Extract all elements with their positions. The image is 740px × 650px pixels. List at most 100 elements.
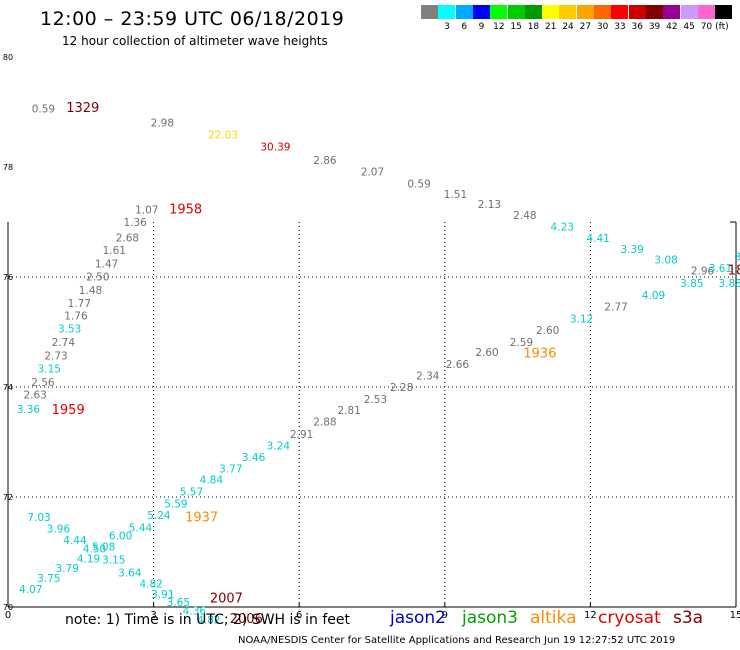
y-tick-label: 76 bbox=[3, 273, 13, 282]
color-scale-label: 45 bbox=[683, 22, 695, 32]
swh-value-label: 2.91 bbox=[290, 429, 313, 441]
swh-value-label: 4.23 bbox=[551, 221, 574, 233]
swh-value-label: 3.46 bbox=[242, 452, 266, 464]
x-tick-label: 9 bbox=[442, 610, 448, 621]
swh-value-label: 2.53 bbox=[364, 394, 387, 406]
swh-value-label: 2.63 bbox=[23, 390, 46, 402]
y-tick-label: 72 bbox=[3, 493, 13, 502]
swh-value-label: 2.98 bbox=[151, 117, 174, 129]
swh-value-label: 2.56 bbox=[31, 377, 55, 389]
color-swatch bbox=[524, 5, 542, 19]
swh-value-label: 4.50 bbox=[83, 544, 106, 556]
swh-value-label: 5.57 bbox=[180, 487, 203, 499]
swh-value-label: 3.08 bbox=[654, 254, 677, 266]
swh-value-label: 5.59 bbox=[164, 499, 187, 511]
swh-value-label: 1.51 bbox=[444, 189, 467, 201]
color-scale-label: 36 bbox=[631, 22, 643, 32]
swh-value-label: 3.61 bbox=[709, 263, 732, 275]
swh-value-label: 2.34 bbox=[416, 370, 440, 382]
swh-value-label: 7.03 bbox=[27, 512, 50, 524]
swh-value-label: 2.59 bbox=[510, 337, 533, 349]
pass-time-label: 18 bbox=[728, 263, 740, 278]
swh-value-label: 3.15 bbox=[102, 555, 125, 567]
color-swatch bbox=[542, 5, 560, 19]
swh-value-label: 22.03 bbox=[208, 130, 238, 142]
y-tick-label: 80 bbox=[3, 53, 13, 62]
swh-value-label: 3.96 bbox=[47, 523, 71, 535]
pass-time-label: 2006 bbox=[230, 612, 263, 627]
color-scale-unit: (ft) bbox=[715, 22, 729, 32]
swh-value-label: 4.41 bbox=[586, 233, 609, 245]
swh-value-label: 1.47 bbox=[95, 258, 118, 270]
x-tick-label: 6 bbox=[296, 610, 302, 621]
x-tick-label: 12 bbox=[584, 610, 597, 621]
color-scale-label: 70 bbox=[700, 22, 713, 32]
swh-value-label: 2.96 bbox=[691, 265, 715, 277]
swh-value-label: 3.36 bbox=[17, 404, 41, 416]
swh-value-label: 1.76 bbox=[64, 311, 88, 323]
swh-value-label: 2.48 bbox=[513, 210, 536, 222]
color-swatch bbox=[507, 5, 525, 19]
swh-value-label: 1.07 bbox=[135, 204, 158, 216]
pass-time-label: 1959 bbox=[52, 403, 85, 418]
swh-value-label: 2.28 bbox=[390, 382, 413, 394]
legend-jason3: jason3 bbox=[462, 608, 518, 628]
swh-value-label: 5.08 bbox=[92, 542, 115, 554]
color-swatch bbox=[594, 5, 611, 19]
x-tick-label: 15 bbox=[730, 610, 740, 621]
axes bbox=[7, 221, 737, 608]
swh-value-label: 3.15 bbox=[38, 363, 61, 375]
swh-value-label: 2.74 bbox=[52, 337, 76, 349]
swh-value-label: 30.39 bbox=[260, 142, 290, 154]
swh-value-label: 2.88 bbox=[313, 417, 336, 429]
x-tick-label: 3 bbox=[150, 610, 156, 621]
color-swatch bbox=[715, 5, 733, 19]
swh-value-label: 3.79 bbox=[56, 563, 79, 575]
swh-value-label: 3.75 bbox=[37, 573, 60, 585]
swh-value-label: 2.68 bbox=[116, 232, 139, 244]
grid-lines bbox=[8, 222, 736, 607]
color-swatch bbox=[559, 5, 577, 19]
color-swatch bbox=[472, 5, 490, 19]
swh-value-label: 3.88 bbox=[718, 278, 740, 290]
swh-value-label: 3.85 bbox=[680, 278, 703, 290]
swh-value-label: 2.60 bbox=[475, 347, 498, 359]
swh-value-label: 1.77 bbox=[68, 298, 91, 310]
legend-altika: altika bbox=[530, 608, 577, 628]
color-swatch bbox=[628, 5, 646, 19]
swh-value-label: 5.44 bbox=[129, 522, 153, 534]
footer-credit: NOAA/NESDIS Center for Satellite Applica… bbox=[238, 635, 676, 646]
swh-value-label: 4.09 bbox=[642, 290, 665, 302]
pass-time-label: 2007 bbox=[210, 592, 243, 607]
swh-value-label: 2.07 bbox=[361, 166, 384, 178]
pass-time-label: 1329 bbox=[66, 101, 99, 116]
color-scale-label: 21 bbox=[545, 22, 557, 32]
color-swatch bbox=[455, 5, 473, 19]
color-scale-label: 27 bbox=[579, 22, 592, 32]
color-scale-label: 42 bbox=[666, 22, 678, 32]
color-scale-label: 24 bbox=[562, 22, 574, 32]
color-swatch bbox=[680, 5, 698, 19]
swh-value-label: 2.60 bbox=[536, 325, 559, 337]
swh-value-label: 3.53 bbox=[58, 324, 81, 336]
y-tick-label: 78 bbox=[3, 163, 13, 172]
swh-value-label: 1.61 bbox=[103, 245, 126, 257]
swh-value-label: 4.82 bbox=[139, 578, 162, 590]
swh-value-label: 0.59 bbox=[407, 179, 430, 191]
swh-value-label: 4.07 bbox=[19, 584, 42, 596]
swh-value-label: 5.24 bbox=[147, 510, 171, 522]
swh-value-label: 1.48 bbox=[79, 285, 102, 297]
swh-value-label: 2.86 bbox=[313, 155, 337, 167]
swh-value-label: 0.59 bbox=[32, 104, 55, 116]
swh-value-label: 4.84 bbox=[200, 474, 224, 486]
pass-labels: 1329 1958 1959 1936 1937 2007 2006 18 bbox=[52, 101, 740, 627]
color-scale-label: 9 bbox=[478, 22, 485, 32]
legend-jason2: jason2 bbox=[390, 608, 446, 628]
color-swatch bbox=[421, 5, 438, 19]
tick-labels: 0 3 6 9 12 15 70 72 74 76 78 80 bbox=[3, 53, 740, 621]
swh-value-label: 4.44 bbox=[63, 535, 87, 547]
swh-value-label: 6.00 bbox=[109, 531, 132, 543]
swh-value-label: 3.77 bbox=[219, 463, 242, 475]
swh-value-label: 4.36 bbox=[183, 605, 207, 617]
color-swatch bbox=[663, 5, 681, 19]
